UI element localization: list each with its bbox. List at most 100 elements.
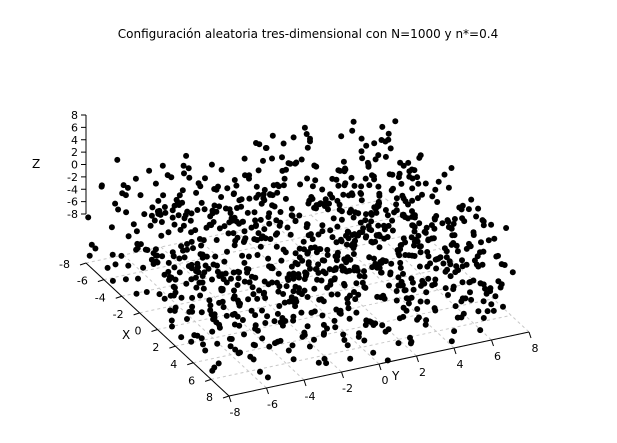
data-point xyxy=(266,220,273,227)
data-point xyxy=(254,252,261,258)
y-tick-label: 6 xyxy=(494,350,501,363)
data-point xyxy=(169,214,176,221)
x-tick-label: 6 xyxy=(188,374,195,387)
y-tick-mark xyxy=(378,363,382,371)
data-point xyxy=(334,249,341,256)
data-point xyxy=(311,162,318,169)
data-point xyxy=(470,229,477,236)
data-point xyxy=(202,175,208,182)
data-point xyxy=(446,258,453,265)
data-point xyxy=(238,196,245,203)
data-point xyxy=(115,206,122,213)
data-point xyxy=(122,276,129,283)
data-point xyxy=(206,297,213,304)
data-point xyxy=(429,282,436,289)
data-point xyxy=(216,225,223,232)
x-tick-mark xyxy=(133,312,140,316)
data-point xyxy=(311,244,318,251)
data-point xyxy=(198,199,205,206)
data-point xyxy=(362,284,369,291)
data-point xyxy=(312,177,319,184)
data-point xyxy=(375,152,382,159)
data-point xyxy=(453,263,460,270)
data-point xyxy=(125,233,132,240)
data-point xyxy=(381,235,388,242)
data-point xyxy=(246,175,252,182)
x-tick-mark xyxy=(204,378,212,382)
data-point xyxy=(283,283,290,290)
data-point xyxy=(454,248,461,255)
data-point xyxy=(319,222,326,229)
data-point xyxy=(324,252,331,258)
x-tick-mark xyxy=(187,362,194,366)
data-point xyxy=(168,174,175,181)
data-point xyxy=(246,195,253,202)
data-point xyxy=(334,197,341,204)
y-tick-label: -8 xyxy=(230,406,241,419)
data-point xyxy=(451,216,458,222)
data-point xyxy=(376,192,383,199)
data-point xyxy=(279,154,285,161)
data-point xyxy=(341,337,348,343)
x-tick-label: 4 xyxy=(170,358,177,371)
data-point xyxy=(384,212,391,219)
data-point xyxy=(255,167,262,174)
data-point xyxy=(170,253,177,260)
data-point xyxy=(188,210,195,217)
data-point xyxy=(248,307,255,314)
data-point xyxy=(284,224,291,231)
data-point xyxy=(134,245,141,252)
data-point xyxy=(159,162,166,169)
data-point xyxy=(412,236,419,243)
data-point xyxy=(272,231,279,238)
data-point xyxy=(231,177,238,183)
data-point xyxy=(259,307,265,314)
data-point xyxy=(503,225,510,231)
data-point xyxy=(406,295,413,302)
data-point xyxy=(341,182,348,189)
data-point xyxy=(397,259,404,266)
data-point xyxy=(224,248,230,255)
data-point xyxy=(366,226,373,233)
data-point xyxy=(422,229,429,236)
data-point xyxy=(290,134,297,141)
x-tick-mark xyxy=(169,345,176,349)
data-point xyxy=(176,255,183,262)
data-point xyxy=(206,221,213,228)
data-point xyxy=(240,218,246,225)
data-point xyxy=(161,204,168,210)
data-point xyxy=(171,202,178,209)
data-point xyxy=(378,269,384,276)
data-point xyxy=(181,170,187,177)
data-point xyxy=(409,279,416,286)
data-point xyxy=(216,324,223,331)
data-point xyxy=(416,243,423,250)
data-point xyxy=(184,316,190,322)
data-point xyxy=(143,289,150,295)
data-point xyxy=(366,254,373,261)
x-tick-label: 0 xyxy=(135,325,142,338)
data-point xyxy=(253,140,259,146)
data-point xyxy=(253,221,259,228)
data-point xyxy=(356,273,363,279)
data-point xyxy=(192,227,199,234)
data-point xyxy=(248,224,255,231)
data-point xyxy=(417,249,424,256)
data-point xyxy=(371,204,378,211)
chart-title: Configuración aleatoria tres-dimensional… xyxy=(118,27,498,41)
data-point xyxy=(230,230,237,237)
data-point xyxy=(92,245,99,252)
data-point xyxy=(376,265,383,271)
x-tick-mark xyxy=(97,279,105,283)
data-point xyxy=(487,285,494,292)
data-point xyxy=(398,180,405,187)
data-point xyxy=(397,264,404,271)
data-point xyxy=(442,268,449,275)
data-point xyxy=(395,274,402,281)
data-point xyxy=(165,268,172,275)
data-point xyxy=(257,368,263,375)
x-tick-mark xyxy=(115,295,122,299)
data-point xyxy=(199,273,206,279)
y-tick-mark xyxy=(266,387,269,395)
